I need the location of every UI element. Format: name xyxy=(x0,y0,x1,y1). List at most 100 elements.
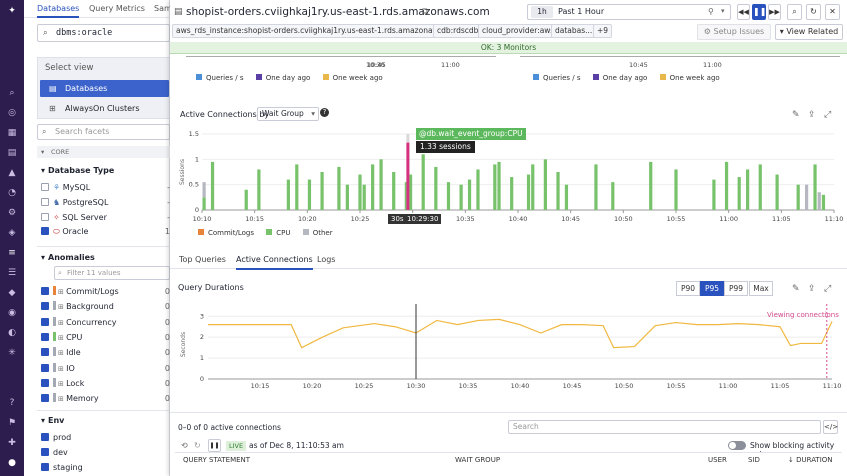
view-related-button[interactable]: ▾ View Related xyxy=(775,24,843,40)
pause-button[interactable]: ❚❚ xyxy=(752,4,766,20)
col-wait-group[interactable]: WAIT GROUP xyxy=(455,456,501,464)
share-icon[interactable]: ⇪ xyxy=(808,110,816,120)
facet-item-anomaly[interactable]: ⊞ Lock 0 xyxy=(41,377,171,390)
facet-item-anomaly[interactable]: ⊞ Background 0 xyxy=(41,301,171,313)
history-icon[interactable]: ⟲ xyxy=(181,441,188,450)
expand-icon[interactable]: ⤢ xyxy=(824,284,832,294)
facet-item-sqlserver[interactable]: ✧ SQL Server - xyxy=(41,212,171,224)
checkbox-checked[interactable] xyxy=(41,287,49,295)
edit-icon[interactable]: ✎ xyxy=(792,284,800,294)
user-avatar-icon[interactable]: ● xyxy=(8,458,16,468)
reset-icon[interactable]: ↻ xyxy=(194,441,201,450)
tag-chip[interactable]: cdb:rdscdb xyxy=(433,24,483,38)
tag-chip[interactable]: aws_rds_instance:shopist-orders.cviighka… xyxy=(172,24,465,38)
security-nav-icon[interactable]: ◆ xyxy=(8,288,16,298)
team-nav-icon[interactable]: ✚ xyxy=(8,438,16,448)
facet-item-anomaly[interactable]: ⊞ IO 0 xyxy=(41,362,171,375)
col-query-statement[interactable]: QUERY STATEMENT xyxy=(183,456,251,464)
facet-item-anomaly[interactable]: ⊞ Concurrency 0 xyxy=(41,316,171,329)
help-nav-icon[interactable]: ? xyxy=(9,398,15,408)
tag-chip[interactable]: databas... xyxy=(551,24,597,38)
facet-item-mysql[interactable]: ⚘ MySQL - xyxy=(41,182,171,194)
edit-icon[interactable]: ✎ xyxy=(792,110,800,120)
checkbox-checked[interactable] xyxy=(41,317,49,326)
facet-group-env[interactable]: ▾ Env xyxy=(41,416,64,425)
checkbox-checked[interactable] xyxy=(41,302,49,311)
tag-chip[interactable]: +9 xyxy=(593,24,613,38)
copy-icon[interactable]: ⧉ xyxy=(422,7,429,17)
search-button[interactable]: ⌕ xyxy=(787,4,802,20)
notifications-nav-icon[interactable]: ⚑ xyxy=(7,418,17,428)
apm-nav-icon[interactable]: ◈ xyxy=(8,228,16,238)
help-icon[interactable]: ? xyxy=(320,108,329,117)
settings-nav-icon[interactable]: ✳ xyxy=(8,348,16,358)
core-section-header[interactable]: ▾ CORE xyxy=(37,146,170,158)
tag-chip[interactable]: cloud_provider:aws xyxy=(478,24,559,38)
expand-icon[interactable]: ⤢ xyxy=(824,110,832,120)
filter-values-input[interactable]: ⌕ Filter 11 values xyxy=(54,266,170,280)
group-by-select[interactable]: Wait Group ▾ xyxy=(257,107,319,121)
checkbox-checked[interactable] xyxy=(41,394,49,403)
checkbox-checked[interactable] xyxy=(41,433,49,441)
facet-item-prod[interactable]: prod xyxy=(41,432,171,444)
view-option-alwayson[interactable]: ⊞ AlwaysOn Clusters xyxy=(40,100,169,117)
ux-monitoring-nav-icon[interactable]: ◉ xyxy=(8,308,16,318)
query-durations-chart[interactable]: 0 1 2 3 Seconds 10:15 10:20 10:25 10:30 10:35 10:4… xyxy=(170,302,847,394)
blocking-toggle[interactable] xyxy=(728,441,746,450)
close-button[interactable]: ✕ xyxy=(825,4,840,20)
datadog-logo-icon[interactable]: ✦ xyxy=(8,6,16,16)
checkbox-checked[interactable] xyxy=(41,363,49,372)
checkbox-checked[interactable] xyxy=(41,332,49,341)
refresh-button[interactable]: ↻ xyxy=(806,4,821,20)
tab-databases[interactable]: Databases xyxy=(37,4,80,18)
facet-group-database-type[interactable]: ▾ Database Type xyxy=(41,166,114,175)
facet-item-staging[interactable]: staging xyxy=(41,462,171,474)
facet-item-anomaly[interactable]: ⊞ Memory 0 xyxy=(41,393,171,405)
col-duration[interactable]: ↓ DURATION xyxy=(788,456,833,464)
query-input[interactable]: ⌕ dbms:oracle xyxy=(37,24,170,42)
checkbox-checked[interactable] xyxy=(41,448,49,456)
ci-nav-icon[interactable]: ◐ xyxy=(8,328,16,338)
databases-nav-icon[interactable]: ≡ xyxy=(8,248,16,258)
facet-item-anomaly[interactable]: ⊞ Idle 0 xyxy=(41,347,171,359)
checkbox[interactable] xyxy=(41,198,49,206)
facet-item-anomaly[interactable]: ⊞ Commit/Logs 0 xyxy=(41,286,171,298)
infrastructure-nav-icon[interactable]: ▤ xyxy=(7,148,17,158)
code-view-button[interactable]: </> xyxy=(823,420,838,434)
monitors-status-bar[interactable]: OK: 3 Monitors xyxy=(170,42,847,54)
metrics-nav-icon[interactable]: ◔ xyxy=(8,188,16,198)
time-forward-button[interactable]: ▶▶ xyxy=(768,4,781,20)
pin-icon[interactable]: ⚲ xyxy=(708,7,714,16)
col-sid[interactable]: SID xyxy=(748,456,760,464)
facet-item-anomaly[interactable]: ⊞ CPU 0 xyxy=(41,331,171,344)
connections-search-input[interactable]: Search xyxy=(508,420,821,434)
col-user[interactable]: USER xyxy=(708,456,727,464)
time-picker[interactable]: 1h Past 1 Hour ⚲ ▾ xyxy=(527,4,731,20)
facet-item-dev[interactable]: dev xyxy=(41,447,171,459)
p90-button[interactable]: P90 xyxy=(676,281,700,296)
monitors-nav-icon[interactable]: ▲ xyxy=(8,168,16,178)
watchdog-nav-icon[interactable]: ◎ xyxy=(8,108,16,118)
integrations-nav-icon[interactable]: ⚙ xyxy=(7,208,17,218)
facet-item-oracle[interactable]: ⬭ Oracle 1 xyxy=(41,226,171,238)
active-connections-chart[interactable]: 0 0.5 1 1.5 Sessions 10:10 10:15 10:20 10:25 10:3… xyxy=(170,128,847,228)
checkbox[interactable] xyxy=(41,213,49,221)
dashboards-nav-icon[interactable]: ▦ xyxy=(7,128,17,138)
tab-query-metrics[interactable]: Query Metrics xyxy=(89,4,145,13)
view-option-databases[interactable]: ▤ Databases xyxy=(40,80,169,97)
time-back-button[interactable]: ◀◀ xyxy=(737,4,750,20)
tab-active-connections[interactable]: Active Connections xyxy=(236,255,313,270)
facet-group-anomalies[interactable]: ▾ Anomalies xyxy=(41,253,95,262)
checkbox-checked[interactable] xyxy=(41,227,49,235)
share-icon[interactable]: ⇪ xyxy=(808,284,816,294)
search-nav-icon[interactable]: ⌕ xyxy=(9,88,15,98)
pause-stream-button[interactable]: ❚❚ xyxy=(208,439,221,452)
checkbox-checked[interactable] xyxy=(41,463,49,471)
tab-samples[interactable]: Sam xyxy=(154,4,172,13)
tab-logs[interactable]: Logs xyxy=(317,255,336,264)
setup-issues-button[interactable]: ⚙ Setup Issues (0) xyxy=(697,24,771,50)
p95-button[interactable]: P95 xyxy=(700,281,724,296)
facet-item-postgresql[interactable]: ♞ PostgreSQL - xyxy=(41,197,171,209)
max-button[interactable]: Max xyxy=(749,281,773,296)
checkbox[interactable] xyxy=(41,183,49,191)
